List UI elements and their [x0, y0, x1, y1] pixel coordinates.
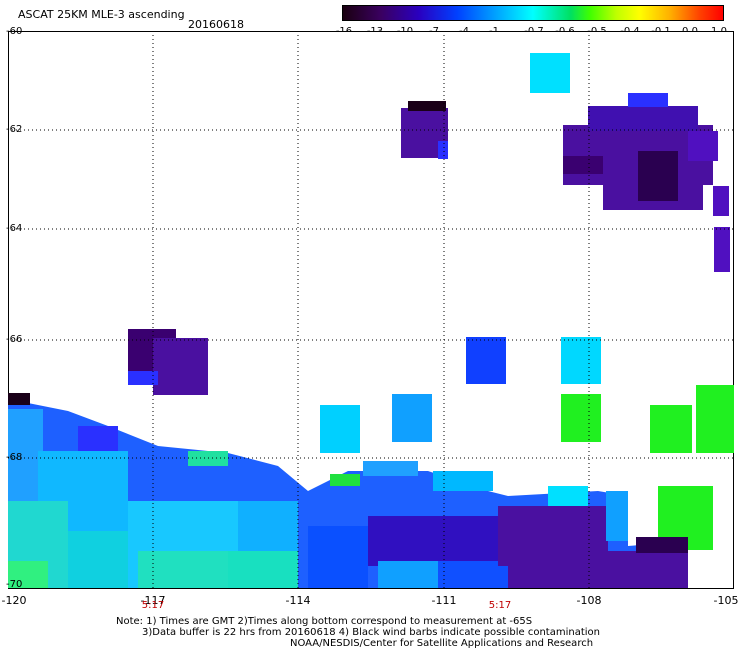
lon-label: -120 — [1, 594, 27, 607]
time-label: 5:17 — [488, 600, 512, 611]
time-label: 5:17 — [141, 600, 165, 611]
product-title: ASCAT 25KM MLE-3 ascending — [18, 8, 185, 21]
lat-label: -70 — [6, 579, 23, 590]
lat-label: -68 — [6, 452, 23, 463]
footer-note-2: 3)Data buffer is 22 hrs from 20160618 4)… — [142, 627, 600, 638]
lat-label: -64 — [6, 223, 23, 234]
data-cluster-north — [401, 101, 448, 159]
data-patch — [466, 337, 506, 384]
data-patch — [696, 385, 734, 453]
data-patch — [392, 394, 432, 442]
data-cluster-northeast — [563, 93, 730, 272]
map-graticule — [8, 31, 734, 589]
footer-note-1: Note: 1) Times are GMT 2)Times along bot… — [116, 616, 533, 627]
colorbar — [342, 5, 724, 21]
lon-label: -114 — [285, 594, 311, 607]
lat-label: -60 — [6, 26, 23, 37]
lat-label: -62 — [6, 124, 23, 135]
data-patch — [561, 394, 601, 442]
lat-label: -66 — [6, 334, 23, 345]
data-patch — [530, 53, 570, 93]
product-date: 20160618 — [188, 18, 244, 31]
footer-credit: NOAA/NESDIS/Center for Satellite Applica… — [290, 638, 594, 649]
data-patch — [320, 405, 360, 453]
wind-map — [8, 31, 734, 589]
lon-label: -108 — [576, 594, 602, 607]
lon-label: -111 — [431, 594, 457, 607]
data-cluster-west — [128, 329, 208, 395]
data-patch — [561, 337, 601, 384]
data-patch — [650, 405, 692, 453]
lon-label: -105 — [713, 594, 739, 607]
data-swath-south — [8, 393, 688, 588]
lon-label: -117 — [140, 594, 166, 607]
